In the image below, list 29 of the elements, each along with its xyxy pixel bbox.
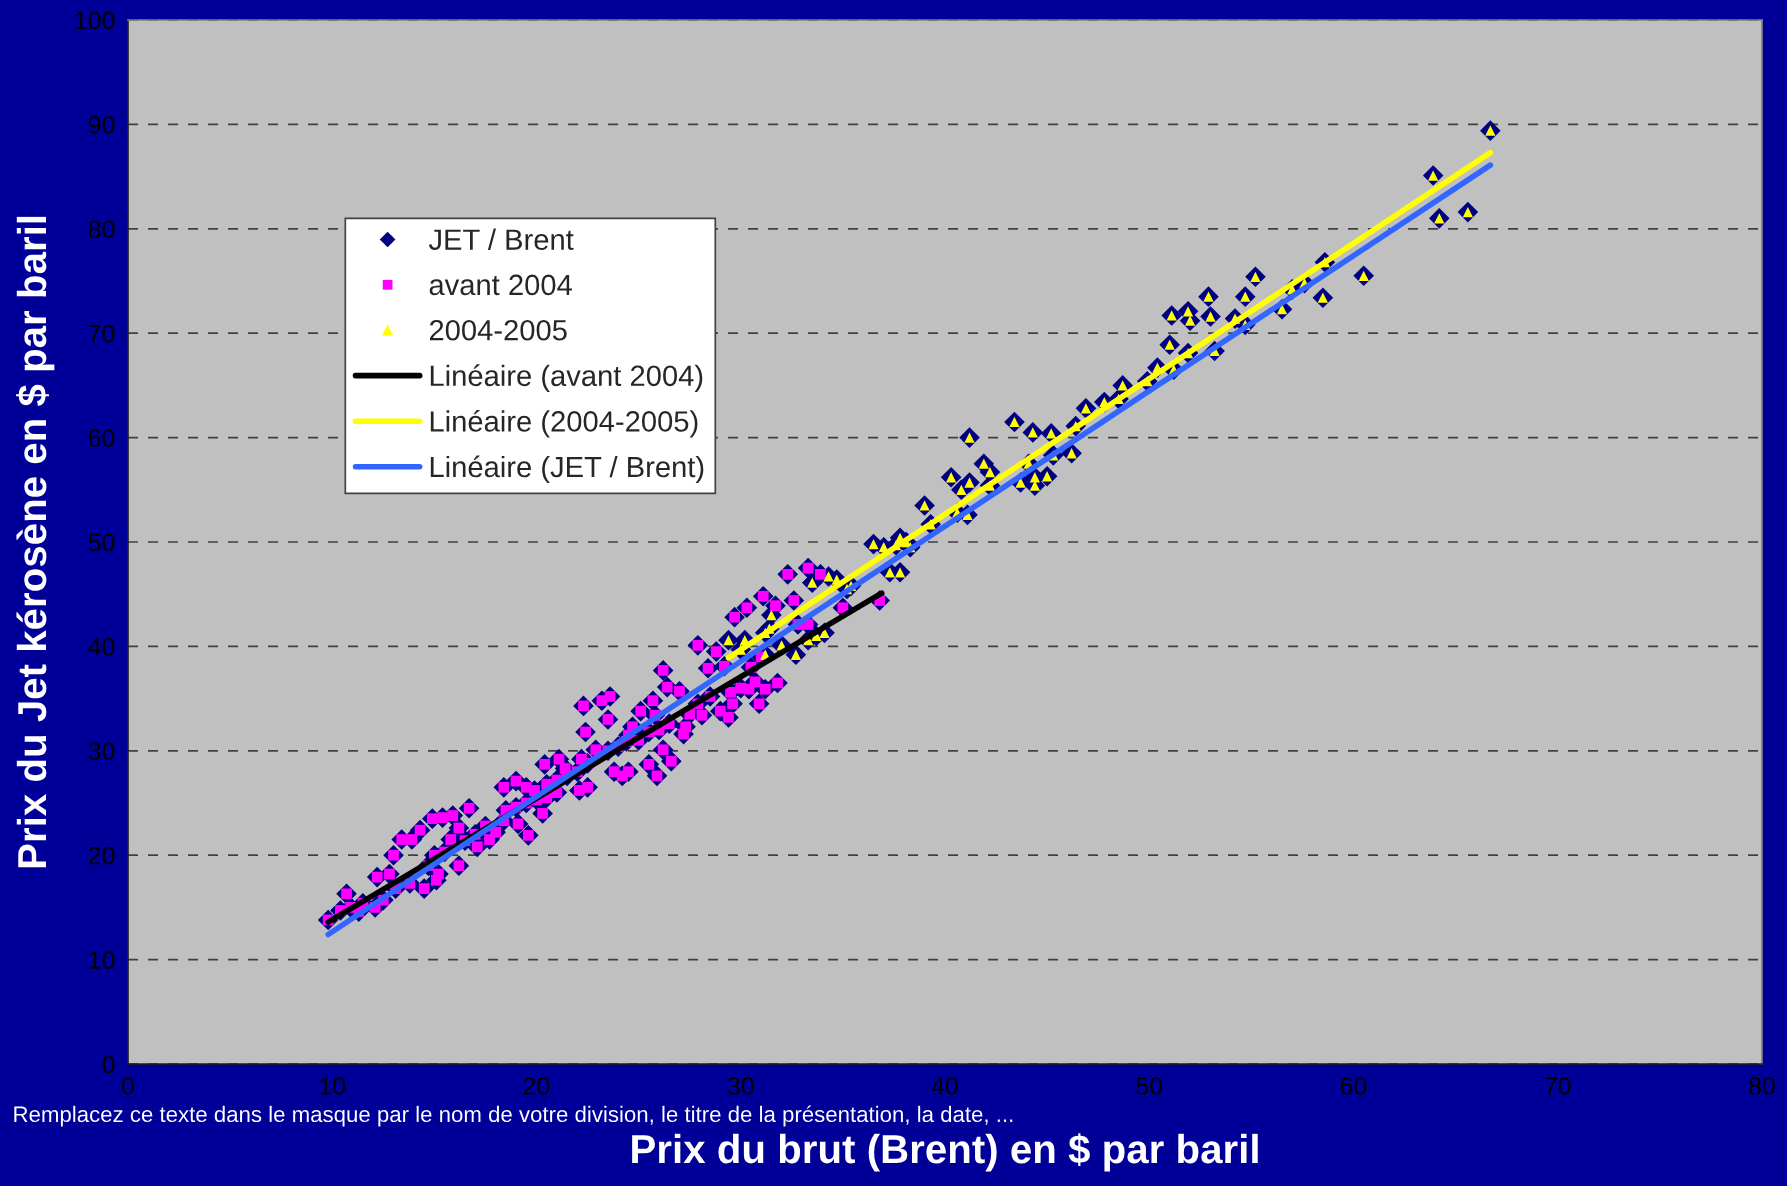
x-tick-label: 30: [727, 1077, 754, 1095]
x-tick-label: 80: [1749, 1077, 1775, 1095]
x-tick-label: 70: [1545, 1077, 1571, 1095]
legend-label: 2004-2005: [429, 319, 567, 341]
x-tick-label: 50: [1136, 1077, 1163, 1095]
x-tick-label: 20: [523, 1077, 550, 1095]
x-tick-label: 0: [122, 1077, 134, 1095]
y-tick-label: 20: [88, 846, 115, 865]
y-tick-label: 70: [88, 324, 115, 343]
legend-label: Linéaire (JET / Brent): [430, 455, 704, 484]
y-tick-label: 0: [102, 1055, 115, 1074]
y-axis-title: Prix du Jet kérosène en $ par baril: [16, 216, 55, 868]
x-axis-title: Prix du brut (Brent) en $ par baril: [632, 1133, 1258, 1172]
y-tick-label: 40: [88, 638, 115, 656]
text: Remplacez ce texte dans le masque par le nom de votre division, le titre de la présentation, la date, ...: [14, 1105, 1013, 1127]
x-tick-label: 10: [320, 1077, 346, 1095]
x-tick-label: 60: [1340, 1077, 1367, 1095]
y-tick-label: 10: [89, 951, 115, 969]
y-tick-label: 60: [88, 429, 115, 447]
legend-label: JET / Brent: [428, 228, 574, 250]
legend-label: Linéaire (avant 2004): [430, 364, 703, 392]
x-tick-label: 40: [931, 1077, 958, 1095]
y-tick-label: 30: [88, 742, 115, 761]
y-tick-label: 50: [88, 533, 115, 552]
y-tick-label: 90: [88, 116, 115, 134]
legend-label: avant 2004: [429, 274, 572, 296]
legend-label: Linéaire (2004-2005): [430, 409, 698, 438]
y-tick-label: 100: [75, 11, 115, 30]
y-tick-label: 80: [88, 220, 115, 239]
